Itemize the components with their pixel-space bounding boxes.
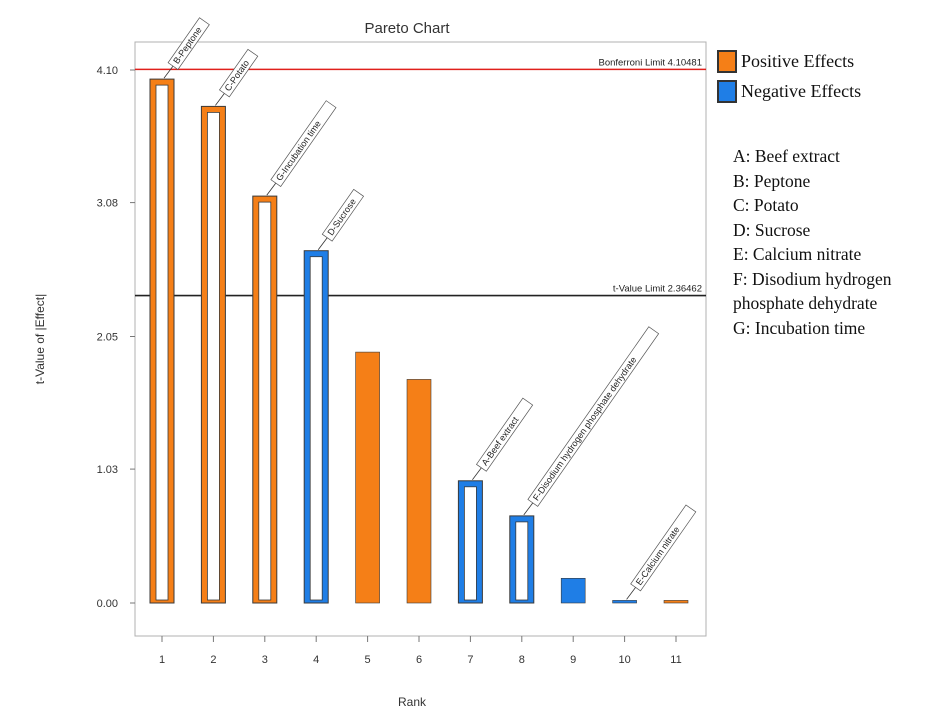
- bar-label: B-Peptone: [167, 17, 210, 71]
- bar-label: F-Disodium hydrogen phosphate dehydrate: [527, 326, 660, 507]
- bar-label-text: E-Calcium nitrate: [634, 525, 682, 587]
- factor-item: C: Potato: [733, 195, 799, 215]
- factor-item: G: Incubation time: [733, 317, 866, 338]
- bar-label-text: D-Sucrose: [325, 197, 358, 238]
- y-tick-label: 2.05: [97, 332, 118, 344]
- bar: [200, 105, 226, 604]
- bar-label-leader: [523, 502, 534, 516]
- legend-positive: Positive Effects: [717, 46, 933, 76]
- factor-item: B: Peptone: [733, 170, 811, 191]
- bar: [457, 480, 483, 604]
- positive-swatch: [717, 49, 737, 73]
- y-tick-label: 1.03: [97, 464, 118, 476]
- reference-line-label: Bonferroni Limit 4.10481: [598, 57, 702, 68]
- bar: [612, 600, 637, 604]
- legend-negative-label: Negative Effects: [741, 80, 862, 101]
- bar-label-text: A-Beef extract: [480, 415, 521, 468]
- factor-item: A: Beef extract: [733, 146, 840, 166]
- x-tick-label: 5: [365, 654, 371, 666]
- y-tick-label: 0.00: [97, 598, 118, 610]
- legend-negative: Negative Effects: [717, 76, 933, 106]
- bar-label-text: G-Incubation time: [274, 119, 323, 183]
- x-tick-label: 8: [519, 654, 525, 666]
- bar: [303, 250, 329, 604]
- factor-list: A: Beef extract B: Peptone C: Potato D: …: [733, 144, 933, 340]
- bar-label: D-Sucrose: [321, 188, 365, 242]
- x-tick-label: 6: [416, 654, 422, 666]
- bar: [355, 351, 380, 604]
- bar: [663, 600, 689, 604]
- chart-title: Pareto Chart: [364, 20, 450, 37]
- x-tick-label: 7: [467, 654, 473, 666]
- bar-label: A-Beef extract: [475, 397, 534, 472]
- plot-area: [134, 41, 707, 637]
- negative-swatch: [717, 79, 737, 103]
- x-axis-label: Rank: [398, 695, 427, 709]
- y-tick-label: 4.10: [97, 65, 118, 77]
- bar-label-leader: [472, 467, 482, 481]
- bar-label: E-Calcium nitrate: [630, 504, 697, 592]
- bar-label-leader: [163, 65, 174, 79]
- x-tick-label: 1: [159, 654, 165, 666]
- x-tick-label: 4: [313, 654, 319, 666]
- bar-label-leader: [266, 182, 277, 196]
- x-tick-label: 11: [670, 654, 681, 666]
- legend-positive-label: Positive Effects: [741, 50, 855, 71]
- x-tick-label: 10: [618, 654, 630, 666]
- bar-label-leader: [215, 93, 225, 106]
- factor-item: F: Disodium hydrogen: [733, 268, 892, 289]
- y-tick-label: 3.08: [97, 198, 118, 210]
- factor-item: D: Sucrose: [733, 219, 811, 240]
- bar: [149, 78, 175, 604]
- legend: Positive Effects Negative Effects: [717, 46, 933, 106]
- bar-label-leader: [317, 237, 328, 250]
- y-axis-label: t-Value of |Effect|: [33, 294, 47, 385]
- bar: [252, 195, 278, 604]
- factor-item: E: Calcium nitrate: [733, 244, 862, 264]
- bar-label-leader: [626, 587, 636, 600]
- x-tick-label: 9: [570, 654, 576, 666]
- factor-item: phosphate dehydrate: [733, 293, 878, 313]
- x-tick-label: 3: [262, 654, 268, 666]
- bar-label: G-Incubation time: [270, 100, 337, 188]
- bar-label-text: B-Peptone: [171, 25, 204, 66]
- bar: [509, 515, 535, 604]
- bar: [406, 379, 432, 604]
- bar-label: C-Potato: [218, 48, 259, 98]
- x-tick-label: 2: [210, 654, 216, 666]
- bar-label-text: F-Disodium hydrogen phosphate dehydrate: [531, 355, 638, 503]
- reference-line-label: t-Value Limit 2.36462: [613, 284, 702, 295]
- bar-label-text: C-Potato: [223, 58, 252, 93]
- bar: [560, 577, 586, 604]
